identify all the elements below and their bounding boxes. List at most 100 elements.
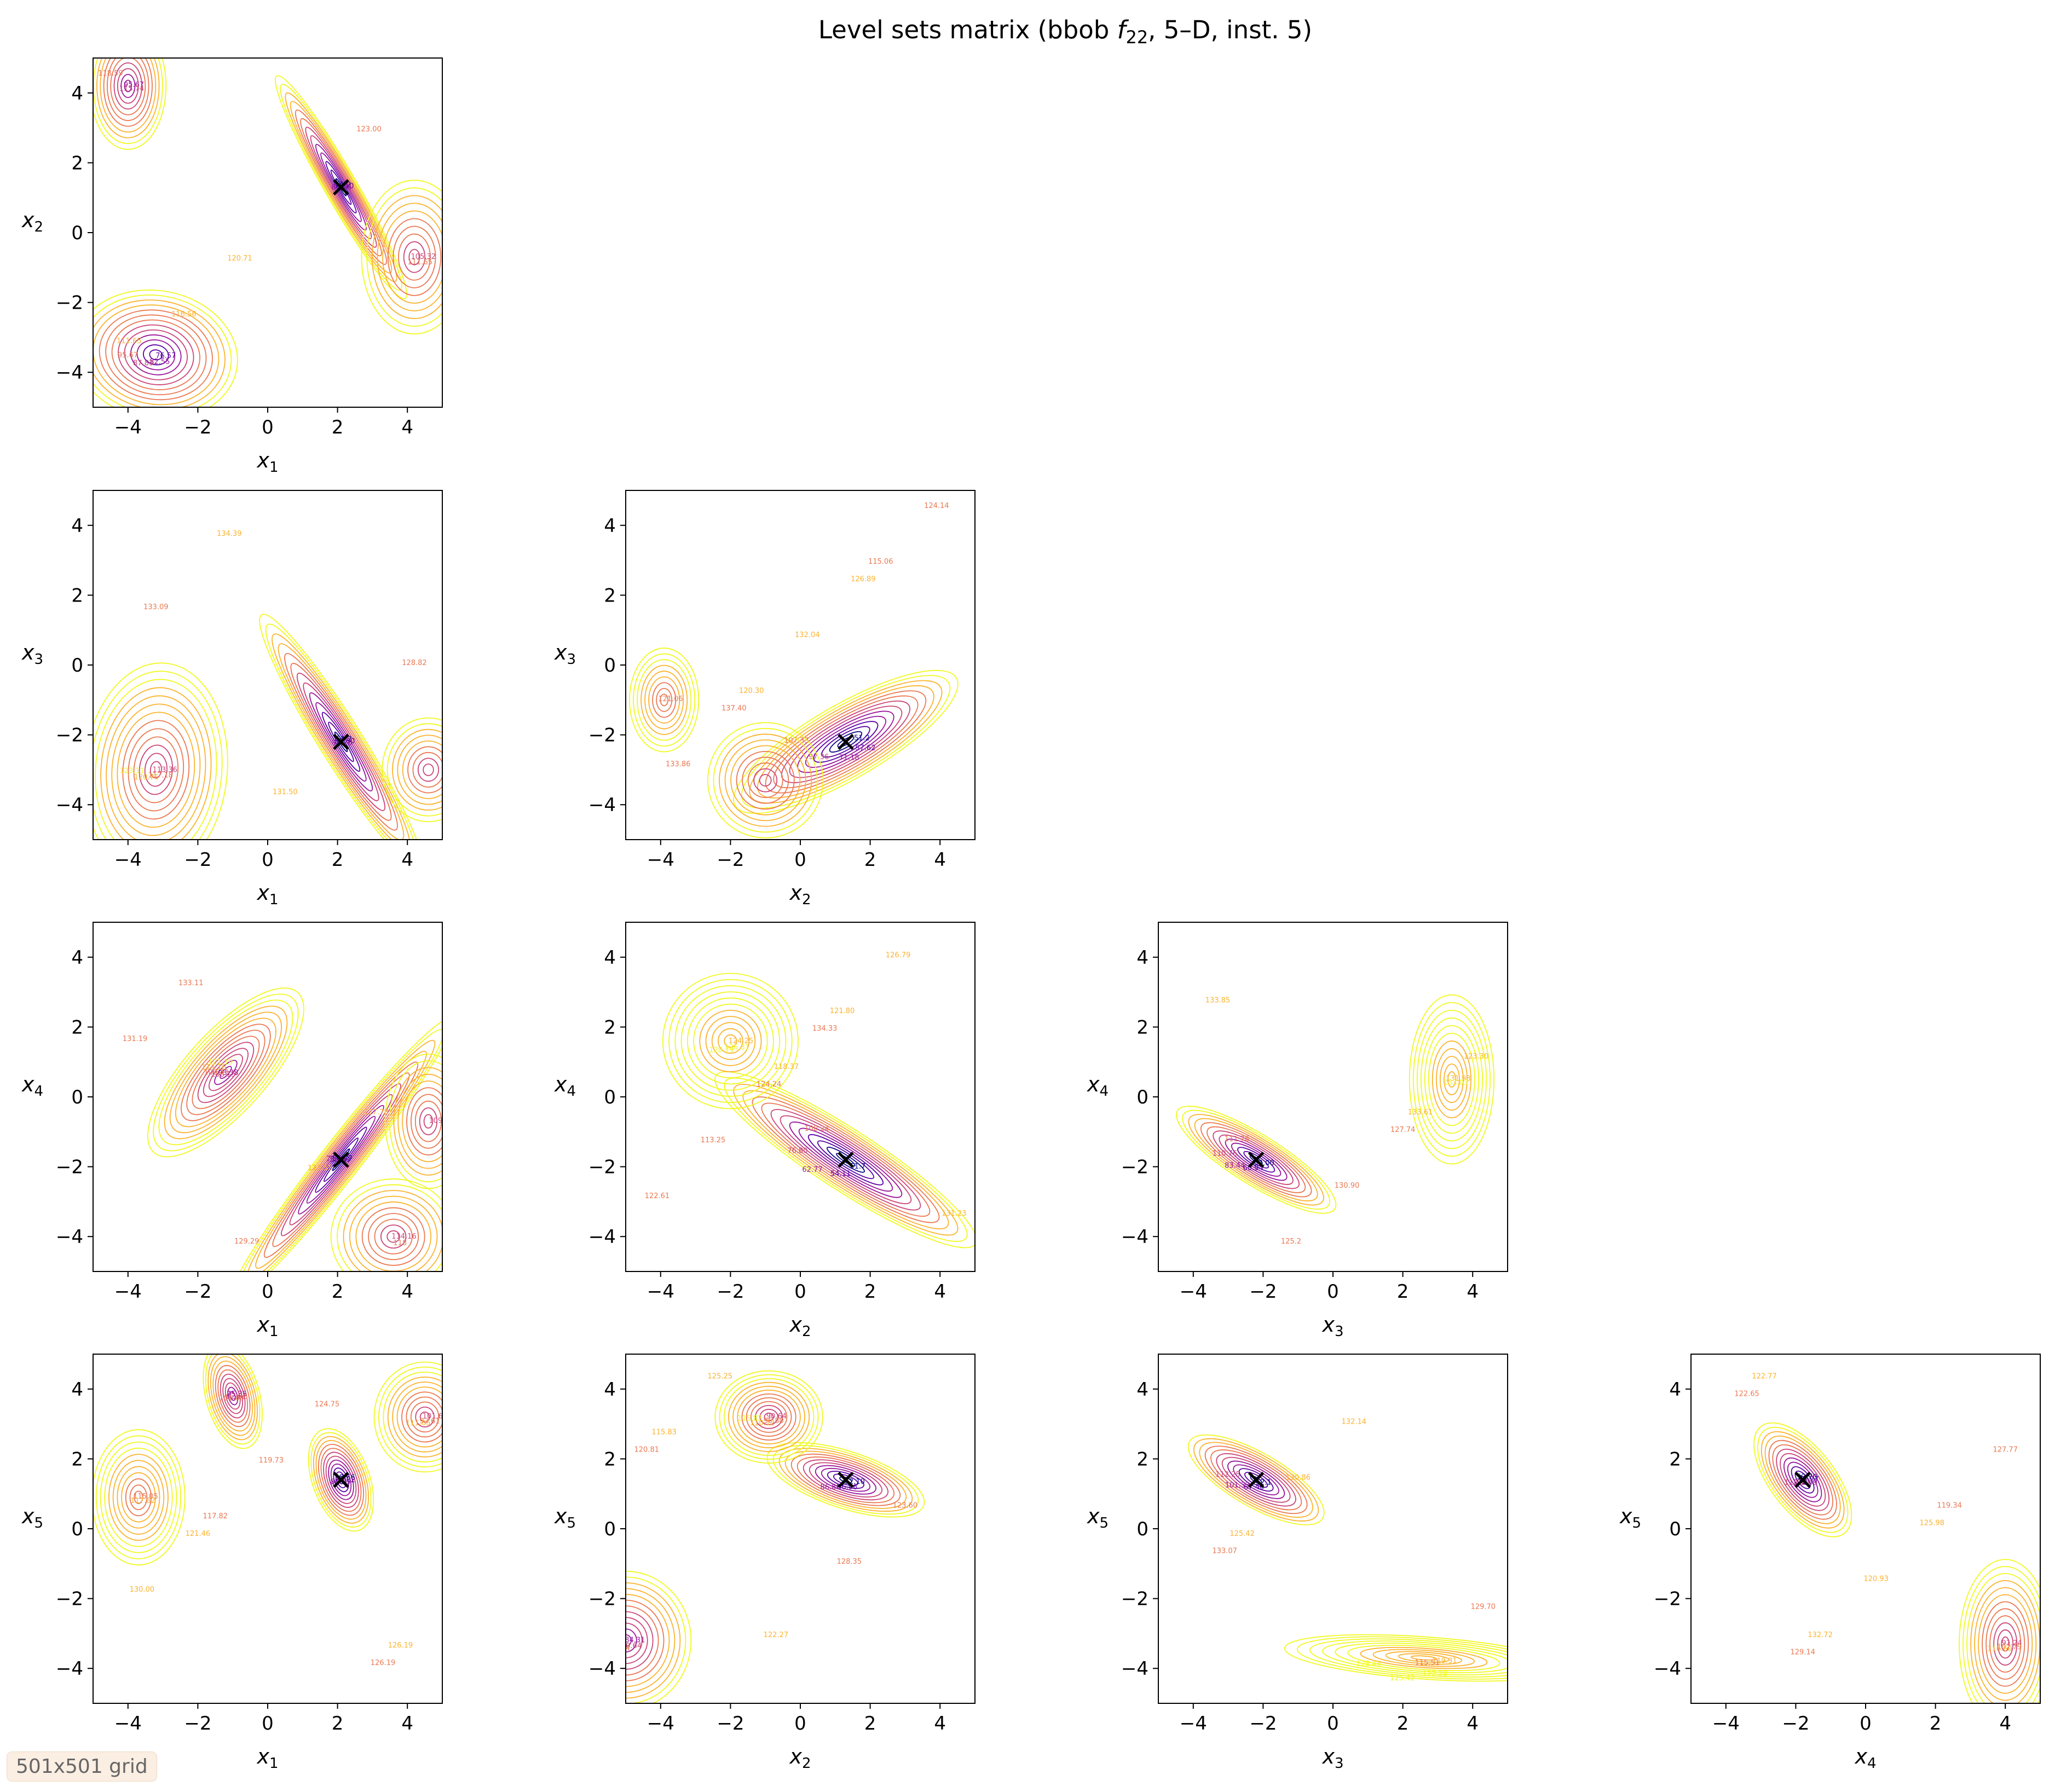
x-tick-label: −4 <box>114 1281 142 1303</box>
contour-level-label: 124.14 <box>924 502 949 510</box>
contour-level-label: 126.19 <box>388 1641 413 1650</box>
y-tick-label: 2 <box>604 1016 616 1038</box>
contour-line <box>414 1100 442 1142</box>
contour-line <box>197 1042 255 1103</box>
contour-line <box>1200 1122 1312 1198</box>
contour-line <box>764 1412 774 1421</box>
contour-level-label: 129.14 <box>1790 1649 1815 1657</box>
contour-level-label: 128.35 <box>837 1558 862 1566</box>
contour-level-label: 101.33 <box>1225 1481 1250 1489</box>
contour-line <box>217 1369 249 1423</box>
contour-level-label: 137.40 <box>722 704 747 713</box>
y-tick-label: 0 <box>1669 1518 1681 1540</box>
contour-line <box>693 1003 768 1079</box>
contour-level-label: 118.37 <box>774 1063 799 1071</box>
y-tick-label: 0 <box>604 1086 616 1108</box>
contour-level-label: 126.79 <box>886 951 911 959</box>
contour-level-label: 91.24 <box>2001 1639 2022 1648</box>
y-tick-label: 2 <box>1136 1016 1148 1038</box>
contour-line <box>719 1374 819 1460</box>
contour-line <box>1187 1434 1325 1525</box>
contour-line <box>95 1435 182 1559</box>
y-tick-label: −4 <box>588 1658 616 1680</box>
contour-level-label: 97.36 <box>809 753 829 761</box>
panel-x4-x5: 52.7074.77102.49113.7991.24102.79116.601… <box>1619 1354 2041 1772</box>
contour-level-label: 117.18 <box>148 772 173 780</box>
contour-line <box>259 614 423 840</box>
contour-line <box>2001 1636 2010 1652</box>
contour-line <box>1309 1638 1508 1678</box>
x-tick-label: −4 <box>114 417 142 438</box>
contour-line <box>1225 1138 1288 1181</box>
contour-line <box>214 1060 238 1085</box>
contour-level-label: 122.65 <box>1734 1390 1759 1398</box>
contour-level-label: 133.86 <box>666 760 691 768</box>
contour-line <box>105 314 207 396</box>
contour-line <box>330 1463 352 1496</box>
panel-x1-x2: 51.256.1067.7476.5782.5587.8395.67111.65… <box>21 57 443 476</box>
contour-level-label: 51.7 <box>850 1163 865 1171</box>
x-axis-label: x4 <box>1854 1744 1876 1772</box>
axes-frame <box>93 57 443 408</box>
contour-level-label: 122.28 <box>1422 1670 1447 1678</box>
contour-line <box>386 1230 400 1243</box>
contour-line <box>746 1397 792 1437</box>
contour-level-label: 127.77 <box>1993 1446 2018 1454</box>
contour-level-label: 125.2 <box>1281 1238 1301 1246</box>
contour-level-label: 131.50 <box>273 788 298 796</box>
contour-line <box>719 733 812 827</box>
contour-line <box>220 1066 232 1079</box>
panel-x2-x4: 51.754.11 62.77 76.80 100.24 124.25126.31128… <box>554 922 976 1340</box>
contour-line <box>789 706 903 778</box>
contour-line <box>96 58 160 138</box>
contour-line <box>144 753 168 787</box>
contour-line <box>280 1083 401 1236</box>
y-tick-label: 2 <box>71 152 83 174</box>
contour-level-label: 120.30 <box>739 687 764 695</box>
contour-line <box>192 1036 260 1109</box>
contour-line <box>711 1022 749 1060</box>
y-tick-label: 0 <box>71 1086 83 1108</box>
contour-level-label: 118.59 <box>98 70 123 78</box>
contour-line <box>737 1389 801 1444</box>
optimum-marker <box>333 1471 349 1488</box>
x-tick-label: 0 <box>262 417 274 438</box>
contour-line <box>209 1054 243 1091</box>
axes-frame <box>1158 922 1508 1272</box>
contour-line <box>383 1371 442 1462</box>
contour-line <box>133 736 179 803</box>
optimum-marker <box>1248 1152 1265 1168</box>
contour-line <box>387 218 442 296</box>
contour-line <box>328 1459 354 1500</box>
contour-line <box>1188 1114 1324 1206</box>
contour-line <box>118 324 194 385</box>
contour-line <box>415 1406 435 1427</box>
contour-line <box>386 723 442 817</box>
contour-line <box>284 653 398 831</box>
contour-line <box>1182 1109 1331 1210</box>
contour-line <box>377 203 442 311</box>
contour-level-label: 92.61 <box>419 1417 440 1425</box>
contour-line <box>111 703 201 836</box>
contour-level-label: 123.11 <box>119 767 145 775</box>
contour-line <box>147 987 304 1158</box>
contour-line <box>120 74 136 98</box>
contour-line <box>318 1444 364 1516</box>
contour-level-label: 111.65 <box>117 337 142 345</box>
x-tick-label: 2 <box>1397 1713 1409 1735</box>
contours: 51.260.6082.26113.36117.18120.76123.1113… <box>93 530 442 840</box>
y-axis-label: x4 <box>21 1072 43 1100</box>
contour-line <box>272 1072 410 1247</box>
contour-line <box>1963 1566 2040 1703</box>
contour-line <box>113 62 142 110</box>
contour-line <box>111 319 200 390</box>
contour-level-label: 134.33 <box>812 1025 838 1033</box>
y-tick-label: 2 <box>604 585 616 606</box>
contour-level-label: 123.55 <box>308 1164 333 1172</box>
contour-line <box>1238 1468 1274 1492</box>
contour-level-label: 103.34 <box>605 1644 631 1652</box>
contour-line <box>392 729 442 811</box>
contour-line <box>207 1354 258 1441</box>
contour-line <box>124 79 132 93</box>
x-tick-label: 0 <box>1327 1713 1339 1735</box>
